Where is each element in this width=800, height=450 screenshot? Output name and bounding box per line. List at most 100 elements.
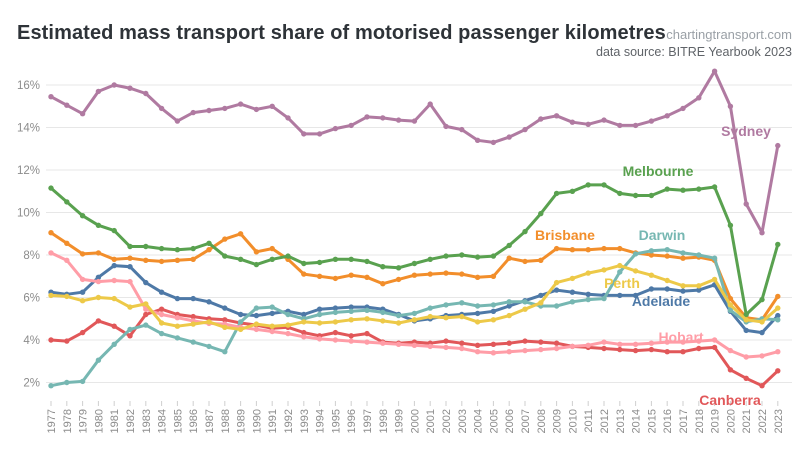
data-point-sydney bbox=[158, 105, 165, 112]
data-point-melbourne bbox=[585, 182, 591, 188]
data-point-hobart bbox=[332, 337, 339, 343]
data-point-melbourne bbox=[301, 260, 307, 267]
data-point-perth bbox=[727, 302, 734, 308]
data-point-perth bbox=[111, 295, 117, 302]
data-point-brisbane bbox=[332, 275, 339, 282]
data-point-melbourne bbox=[490, 253, 497, 259]
data-point-melbourne bbox=[459, 252, 465, 258]
data-point-sydney bbox=[648, 118, 655, 124]
data-point-hobart bbox=[538, 346, 544, 353]
x-axis-label: 2006 bbox=[504, 409, 516, 433]
data-point-brisbane bbox=[585, 247, 591, 253]
data-point-melbourne bbox=[601, 182, 607, 188]
data-point-darwin bbox=[364, 307, 370, 313]
data-point-hobart bbox=[48, 250, 54, 256]
data-point-sydney bbox=[459, 126, 465, 133]
y-axis-label: 14% bbox=[17, 123, 40, 135]
data-point-canberra bbox=[348, 333, 354, 339]
y-axis-label: 6% bbox=[23, 293, 40, 305]
data-point-perth bbox=[648, 272, 655, 278]
data-point-canberra bbox=[64, 338, 70, 344]
data-point-melbourne bbox=[775, 241, 781, 248]
data-point-canberra bbox=[364, 330, 370, 337]
data-point-hobart bbox=[411, 342, 418, 348]
x-axis-label: 2011 bbox=[583, 409, 595, 433]
data-point-sydney bbox=[538, 116, 544, 122]
x-axis-label: 2022 bbox=[757, 409, 769, 433]
data-point-sydney bbox=[632, 122, 639, 129]
data-point-canberra bbox=[727, 367, 734, 373]
data-point-adelaide bbox=[127, 264, 133, 270]
data-point-canberra bbox=[775, 368, 781, 374]
data-point-perth bbox=[617, 262, 623, 269]
data-point-adelaide bbox=[617, 292, 623, 299]
data-point-canberra bbox=[743, 375, 749, 381]
data-point-sydney bbox=[364, 114, 370, 120]
data-point-sydney bbox=[569, 119, 576, 125]
data-point-melbourne bbox=[48, 185, 54, 191]
data-point-sydney bbox=[222, 105, 228, 112]
data-point-sydney bbox=[237, 101, 244, 107]
x-axis-label: 1990 bbox=[251, 409, 263, 433]
x-axis-label: 2004 bbox=[473, 409, 485, 433]
data-point-hobart bbox=[506, 349, 512, 355]
data-point-hobart bbox=[680, 339, 686, 345]
data-point-sydney bbox=[411, 118, 418, 124]
data-point-canberra bbox=[111, 323, 117, 329]
data-point-brisbane bbox=[79, 251, 86, 257]
data-point-melbourne bbox=[316, 259, 323, 266]
data-point-melbourne bbox=[269, 256, 275, 262]
data-point-darwin bbox=[64, 379, 70, 386]
series-label-perth: Perth bbox=[604, 275, 640, 291]
data-point-brisbane bbox=[95, 250, 102, 256]
data-point-perth bbox=[301, 319, 307, 325]
data-point-canberra bbox=[490, 341, 497, 347]
data-point-hobart bbox=[111, 277, 117, 284]
site-credit: chartingtransport.com bbox=[666, 27, 792, 42]
data-point-darwin bbox=[285, 311, 291, 318]
data-point-melbourne bbox=[79, 213, 86, 219]
data-point-adelaide bbox=[237, 311, 244, 318]
data-point-hobart bbox=[490, 350, 497, 356]
data-point-brisbane bbox=[127, 255, 133, 261]
data-point-hobart bbox=[158, 311, 165, 318]
data-point-sydney bbox=[680, 105, 686, 112]
data-point-sydney bbox=[427, 101, 433, 107]
data-point-sydney bbox=[443, 123, 449, 130]
data-point-darwin bbox=[680, 250, 686, 256]
data-point-hobart bbox=[285, 330, 291, 337]
data-point-adelaide bbox=[632, 292, 639, 299]
data-point-darwin bbox=[79, 378, 86, 385]
data-point-hobart bbox=[316, 336, 323, 342]
data-point-brisbane bbox=[601, 245, 607, 252]
data-point-canberra bbox=[332, 329, 339, 336]
data-point-sydney bbox=[301, 131, 307, 137]
x-axis-label: 1985 bbox=[172, 409, 184, 433]
data-point-brisbane bbox=[158, 258, 165, 265]
data-point-brisbane bbox=[364, 274, 370, 280]
data-point-adelaide bbox=[269, 310, 275, 317]
data-point-perth bbox=[553, 279, 560, 286]
data-point-sydney bbox=[711, 68, 718, 74]
data-point-hobart bbox=[95, 278, 102, 285]
data-point-brisbane bbox=[617, 245, 623, 252]
data-point-adelaide bbox=[95, 274, 102, 280]
data-point-sydney bbox=[64, 102, 70, 108]
data-point-canberra bbox=[95, 318, 102, 324]
data-point-sydney bbox=[617, 122, 623, 129]
x-axis-label: 2013 bbox=[615, 409, 627, 433]
data-point-brisbane bbox=[474, 274, 481, 280]
data-point-perth bbox=[443, 315, 449, 321]
data-point-perth bbox=[775, 305, 781, 311]
data-point-canberra bbox=[538, 339, 544, 345]
data-point-darwin bbox=[158, 330, 165, 337]
data-point-sydney bbox=[490, 139, 497, 146]
data-point-brisbane bbox=[664, 253, 670, 259]
data-point-sydney bbox=[585, 121, 591, 128]
data-point-adelaide bbox=[696, 287, 702, 293]
data-point-perth bbox=[459, 313, 465, 320]
data-point-hobart bbox=[617, 341, 623, 347]
data-point-hobart bbox=[443, 344, 449, 351]
series-label-sydney: Sydney bbox=[721, 123, 771, 139]
data-point-melbourne bbox=[143, 243, 149, 250]
